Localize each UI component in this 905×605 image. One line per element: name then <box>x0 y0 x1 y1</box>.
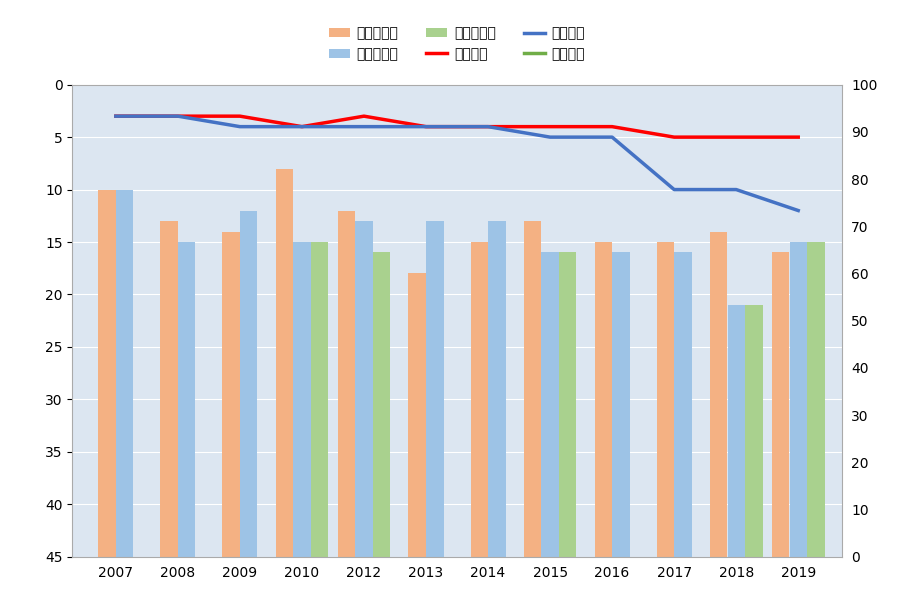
Bar <box>674 252 691 557</box>
Bar <box>116 189 133 557</box>
Bar <box>408 273 426 557</box>
Bar <box>223 232 240 557</box>
Bar <box>772 252 789 557</box>
Bar <box>613 252 630 557</box>
Bar <box>807 242 824 557</box>
Bar <box>293 242 310 557</box>
Bar <box>311 242 329 557</box>
Bar <box>710 232 728 557</box>
Bar <box>373 252 390 557</box>
Bar <box>488 221 506 557</box>
Bar <box>471 242 488 557</box>
Bar <box>99 189 116 557</box>
Bar <box>178 242 195 557</box>
Bar <box>524 221 541 557</box>
Bar <box>338 211 355 557</box>
Bar <box>745 305 763 557</box>
Legend: 国語正答率, 算数正答率, 理科正答率, 国語順位, 算数順位, 理科順位: 国語正答率, 算数正答率, 理科正答率, 国語順位, 算数順位, 理科順位 <box>323 21 591 67</box>
Bar <box>559 252 576 557</box>
Bar <box>356 221 373 557</box>
Bar <box>275 169 293 557</box>
Bar <box>728 305 745 557</box>
Bar <box>541 252 558 557</box>
Bar <box>595 242 612 557</box>
Bar <box>657 242 674 557</box>
Bar <box>160 221 177 557</box>
Bar <box>426 221 443 557</box>
Bar <box>789 242 807 557</box>
Bar <box>240 211 257 557</box>
